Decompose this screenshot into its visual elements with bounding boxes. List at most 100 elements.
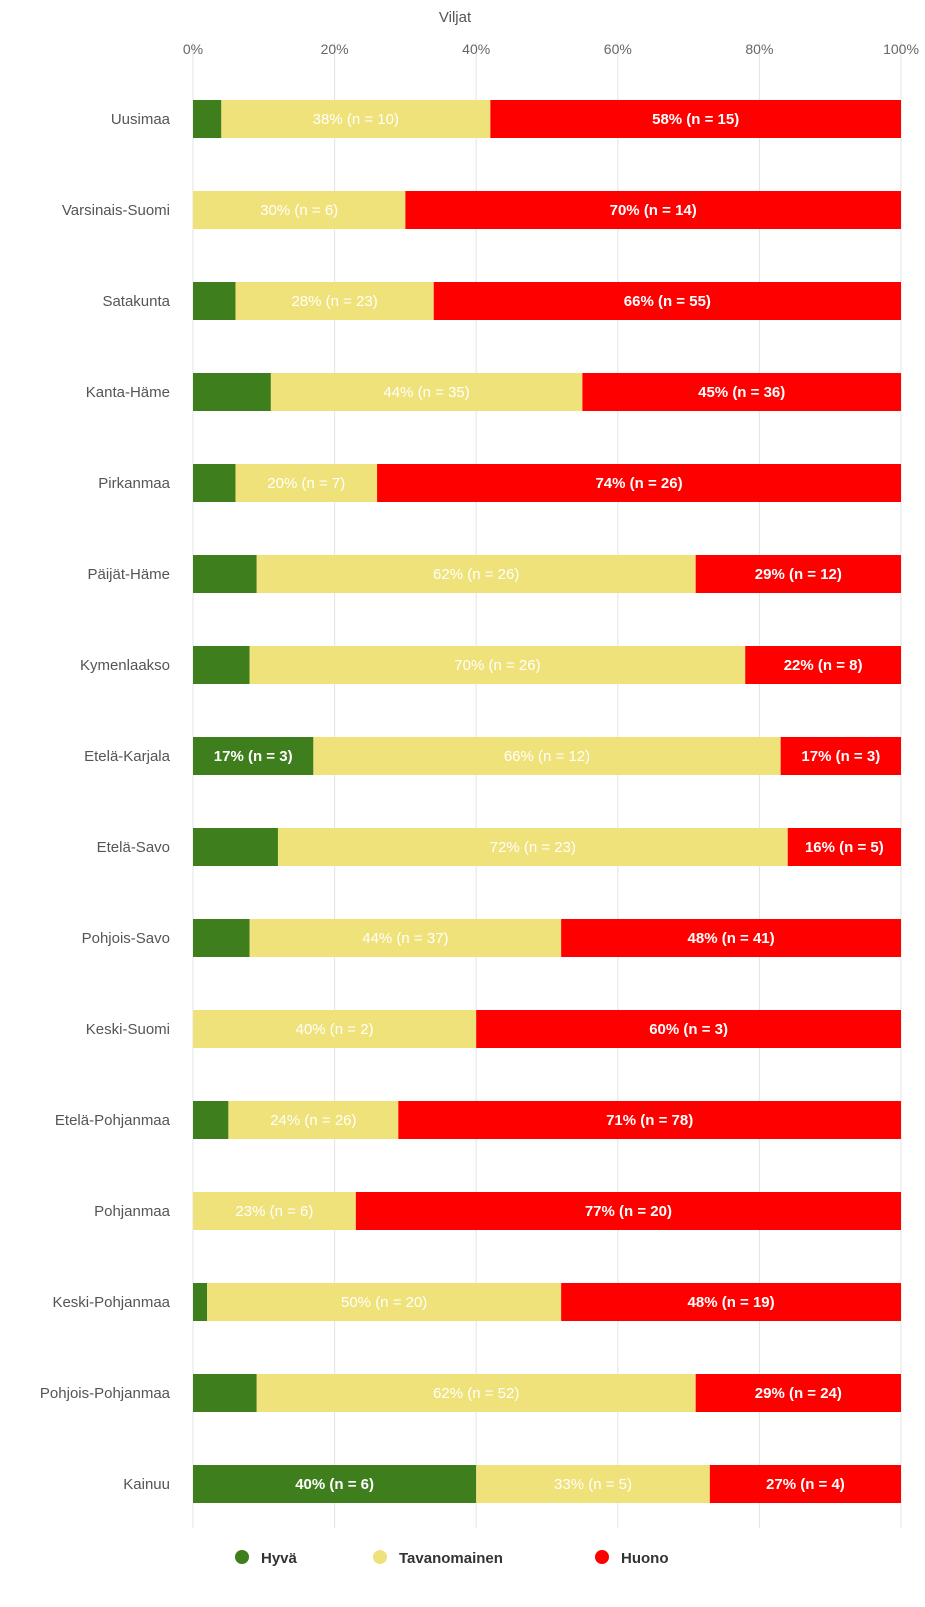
legend-marker	[373, 1550, 387, 1564]
bar-huono[interactable]	[561, 1283, 901, 1321]
legend[interactable]: Hyvä Tavanomainen Huono	[235, 1550, 668, 1567]
legend-label: Huono	[621, 1550, 668, 1567]
bar-tavanomainen[interactable]	[193, 1010, 477, 1048]
data-label: 24% (n = 26)	[270, 1112, 356, 1129]
x-tick-label: 100%	[883, 41, 919, 57]
bar-huono[interactable]	[780, 737, 901, 775]
x-tick-label: 20%	[321, 41, 349, 57]
data-label: 71% (n = 78)	[606, 1112, 693, 1129]
bar-huono[interactable]	[398, 1101, 901, 1139]
bar-tavanomainen[interactable]	[207, 1283, 562, 1321]
data-label: 72% (n = 23)	[490, 839, 576, 856]
bar-huono[interactable]	[405, 191, 901, 229]
data-label: 70% (n = 26)	[454, 657, 540, 674]
category-label: Uusimaa	[111, 111, 171, 128]
bar-hyvä[interactable]	[193, 828, 278, 866]
bar-tavanomainen[interactable]	[221, 100, 491, 138]
data-label: 77% (n = 20)	[585, 1203, 672, 1220]
legend-item-huono[interactable]: Huono	[595, 1550, 668, 1567]
data-label: 27% (n = 4)	[766, 1476, 845, 1493]
bar-huono[interactable]	[377, 464, 902, 502]
bar-hyvä[interactable]	[193, 555, 257, 593]
bar-tavanomainen[interactable]	[193, 1192, 356, 1230]
bar-tavanomainen[interactable]	[277, 828, 788, 866]
bar-huono[interactable]	[709, 1465, 901, 1503]
category-label: Pohjanmaa	[94, 1203, 171, 1220]
bar-tavanomainen[interactable]	[249, 919, 562, 957]
bar-huono[interactable]	[561, 919, 901, 957]
data-label: 44% (n = 37)	[362, 930, 448, 947]
data-labels: 38% (n = 10) 58% (n = 15) 30% (n = 6) 70% (…	[214, 111, 884, 1493]
legend-item-tavanomainen[interactable]: Tavanomainen	[373, 1550, 503, 1567]
bar-huono[interactable]	[490, 100, 901, 138]
data-label: 62% (n = 52)	[433, 1385, 519, 1402]
x-axis-ticks: 0% 20% 40% 60% 80% 100%	[183, 41, 919, 57]
bar-hyvä[interactable]	[193, 464, 236, 502]
category-label: Pirkanmaa	[98, 475, 170, 492]
category-label: Etelä-Karjala	[84, 748, 171, 765]
bar-tavanomainen[interactable]	[476, 1465, 710, 1503]
data-label: 40% (n = 6)	[295, 1476, 374, 1493]
data-label: 30% (n = 6)	[260, 202, 338, 219]
bar-tavanomainen[interactable]	[270, 373, 583, 411]
bar-huono[interactable]	[582, 373, 901, 411]
data-label: 60% (n = 3)	[649, 1021, 728, 1038]
category-label: Päijät-Häme	[87, 566, 170, 583]
category-label: Kainuu	[123, 1476, 170, 1493]
data-label: 23% (n = 6)	[235, 1203, 313, 1220]
legend-item-hyvä[interactable]: Hyvä	[235, 1550, 298, 1567]
legend-label: Hyvä	[261, 1550, 298, 1567]
data-label: 17% (n = 3)	[214, 748, 293, 765]
bar-hyvä[interactable]	[193, 373, 271, 411]
bar-hyvä[interactable]	[193, 1283, 208, 1321]
bar-hyvä[interactable]	[193, 100, 222, 138]
x-tick-label: 80%	[745, 41, 773, 57]
bar-tavanomainen[interactable]	[193, 191, 406, 229]
category-label: Kymenlaakso	[80, 657, 170, 674]
data-label: 58% (n = 15)	[652, 111, 739, 128]
bar-hyvä[interactable]	[193, 1465, 477, 1503]
category-label: Pohjois-Savo	[82, 930, 170, 947]
bar-huono[interactable]	[745, 646, 901, 684]
bar-huono[interactable]	[695, 555, 901, 593]
bar-hyvä[interactable]	[193, 1101, 229, 1139]
category-label: Etelä-Pohjanmaa	[55, 1112, 171, 1129]
data-label: 45% (n = 36)	[698, 384, 785, 401]
category-label: Varsinais-Suomi	[62, 202, 170, 219]
x-tick-label: 0%	[183, 41, 203, 57]
category-label: Etelä-Savo	[97, 839, 170, 856]
legend-marker	[595, 1550, 609, 1564]
bar-huono[interactable]	[433, 282, 901, 320]
data-label: 38% (n = 10)	[313, 111, 399, 128]
category-label: Satakunta	[102, 293, 170, 310]
data-label: 48% (n = 41)	[688, 930, 775, 947]
bar-tavanomainen[interactable]	[235, 464, 378, 502]
bar-hyvä[interactable]	[193, 646, 250, 684]
data-label: 62% (n = 26)	[433, 566, 519, 583]
bar-tavanomainen[interactable]	[313, 737, 781, 775]
chart-title: Viljat	[439, 9, 472, 26]
x-tick-label: 40%	[462, 41, 490, 57]
bar-huono[interactable]	[695, 1374, 901, 1412]
category-label: Keski-Suomi	[86, 1021, 170, 1038]
bar-hyvä[interactable]	[193, 1374, 257, 1412]
category-label: Pohjois-Pohjanmaa	[40, 1385, 171, 1402]
bar-tavanomainen[interactable]	[249, 646, 746, 684]
bar-hyvä[interactable]	[193, 737, 314, 775]
bar-tavanomainen[interactable]	[256, 555, 696, 593]
bar-tavanomainen[interactable]	[235, 282, 434, 320]
data-label: 33% (n = 5)	[554, 1476, 632, 1493]
bar-huono[interactable]	[355, 1192, 902, 1230]
bar-huono[interactable]	[787, 828, 901, 866]
data-label: 22% (n = 8)	[784, 657, 863, 674]
bar-huono[interactable]	[476, 1010, 901, 1048]
bar-tavanomainen[interactable]	[256, 1374, 696, 1412]
bar-hyvä[interactable]	[193, 282, 236, 320]
bar-tavanomainen[interactable]	[228, 1101, 399, 1139]
bar-series	[193, 100, 902, 1503]
category-label: Keski-Pohjanmaa	[52, 1294, 170, 1311]
data-label: 40% (n = 2)	[296, 1021, 374, 1038]
bar-hyvä[interactable]	[193, 919, 250, 957]
data-label: 29% (n = 24)	[755, 1385, 842, 1402]
